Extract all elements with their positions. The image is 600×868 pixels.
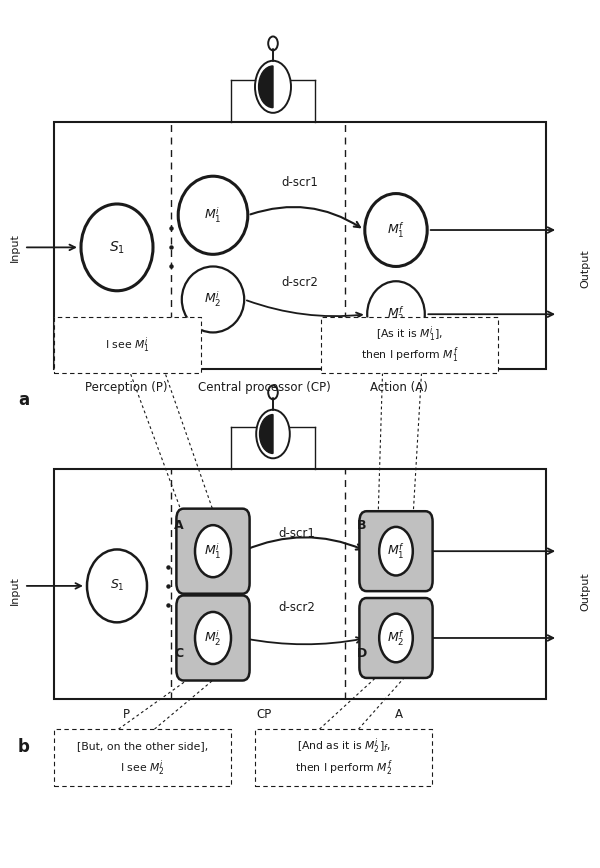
Text: A: A (395, 708, 403, 720)
Text: a: a (18, 391, 29, 409)
Ellipse shape (178, 176, 248, 254)
Circle shape (195, 525, 231, 577)
Circle shape (195, 612, 231, 664)
Text: Action (A): Action (A) (370, 382, 428, 394)
Text: Output: Output (580, 250, 590, 288)
Wedge shape (259, 66, 273, 108)
Text: Input: Input (10, 575, 20, 605)
Ellipse shape (81, 204, 153, 291)
Text: $S_1$: $S_1$ (109, 240, 125, 255)
Circle shape (379, 614, 413, 662)
FancyBboxPatch shape (54, 729, 231, 786)
Text: Output: Output (580, 573, 590, 611)
Text: $M_1^i$: $M_1^i$ (204, 542, 222, 561)
FancyBboxPatch shape (321, 317, 498, 373)
Text: [And as it is $M_2^i$]$_f$,: [And as it is $M_2^i$]$_f$, (296, 736, 391, 756)
Text: $M_1^f$: $M_1^f$ (387, 542, 405, 561)
Text: d-scr2: d-scr2 (281, 276, 319, 288)
Text: C: C (174, 648, 184, 660)
Text: B: B (357, 519, 367, 531)
FancyBboxPatch shape (255, 729, 432, 786)
FancyBboxPatch shape (359, 598, 433, 678)
Bar (54, 122, 546, 369)
Text: $M_1^i$: $M_1^i$ (204, 206, 222, 225)
Ellipse shape (367, 281, 425, 347)
FancyBboxPatch shape (176, 509, 250, 594)
Text: I see $M_1^i$: I see $M_1^i$ (105, 335, 150, 355)
Text: I see $M_2^i$: I see $M_2^i$ (120, 758, 165, 778)
Text: Perception (P): Perception (P) (85, 382, 167, 394)
Text: d-scr1: d-scr1 (278, 528, 316, 540)
Ellipse shape (87, 549, 147, 622)
Ellipse shape (182, 266, 244, 332)
Text: [As it is $M_1^i$],: [As it is $M_1^i$], (376, 324, 443, 344)
Text: Central processor (CP): Central processor (CP) (197, 382, 331, 394)
Ellipse shape (365, 194, 427, 266)
Text: P: P (122, 708, 130, 720)
Text: then I perform $M_1^f$: then I perform $M_1^f$ (361, 345, 458, 365)
Bar (54, 469, 546, 699)
FancyBboxPatch shape (54, 317, 201, 373)
Text: CP: CP (256, 708, 272, 720)
Text: A: A (174, 519, 184, 531)
Text: $M_2^f$: $M_2^f$ (387, 628, 405, 648)
FancyBboxPatch shape (359, 511, 433, 591)
Text: d-scr2: d-scr2 (278, 602, 316, 614)
Text: $M_2^i$: $M_2^i$ (205, 628, 221, 648)
Text: Input: Input (10, 233, 20, 262)
Text: then I perform $M_2^f$: then I perform $M_2^f$ (295, 758, 392, 778)
Text: $S_1$: $S_1$ (110, 578, 124, 594)
Text: b: b (18, 738, 30, 756)
Text: d-scr1: d-scr1 (281, 176, 319, 188)
Wedge shape (260, 415, 273, 453)
Text: D: D (356, 648, 367, 660)
FancyBboxPatch shape (176, 595, 250, 681)
Text: [But, on the other side],: [But, on the other side], (77, 741, 208, 751)
Text: $M_2^f$: $M_2^f$ (387, 305, 405, 324)
Circle shape (379, 527, 413, 575)
Text: $M_2^i$: $M_2^i$ (205, 290, 221, 309)
Text: $M_1^f$: $M_1^f$ (387, 220, 405, 240)
